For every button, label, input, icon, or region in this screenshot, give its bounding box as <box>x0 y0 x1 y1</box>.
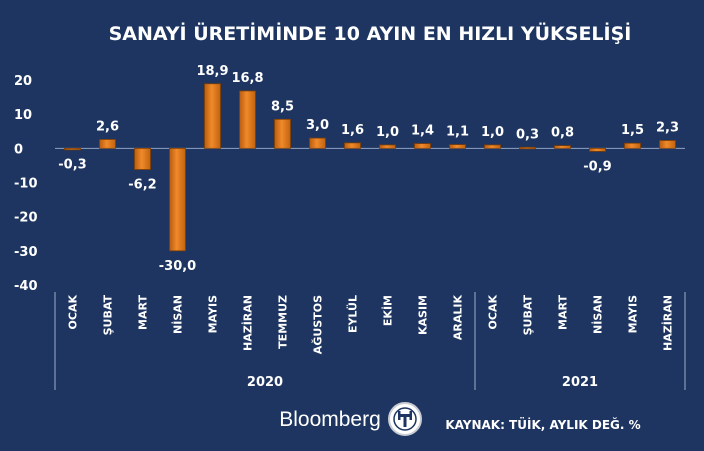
y-tick-label: -10 <box>14 177 38 192</box>
x-axis: OCAK ŞUBAT MART NİSAN MAYIS HAZİRAN TEMMUZ AĞUS… <box>67 295 675 355</box>
x-tick-label: NİSAN <box>171 295 185 334</box>
x-tick-label: EKİM <box>381 295 395 326</box>
y-tick-label: 20 <box>14 74 32 89</box>
data-label: -30,0 <box>159 259 196 274</box>
y-tick-label: 0 <box>14 142 23 157</box>
bar <box>554 145 571 149</box>
x-tick-label: KASIM <box>417 295 430 335</box>
bloomberg-logo: Bloomberg <box>279 408 381 431</box>
x-tick-label: ŞUBAT <box>102 295 115 336</box>
data-label: 1,0 <box>481 125 504 140</box>
x-tick-label: OCAK <box>487 295 500 330</box>
bar <box>519 146 536 150</box>
x-tick-label: MAYIS <box>627 295 640 333</box>
data-label: 1,5 <box>621 123 644 138</box>
data-label: -6,2 <box>128 178 156 193</box>
bar <box>134 147 151 170</box>
bar <box>99 139 116 149</box>
bar <box>64 147 81 151</box>
data-label: -0,9 <box>583 159 611 174</box>
bar <box>379 144 396 149</box>
bar <box>624 142 641 149</box>
data-label: 0,3 <box>516 127 539 142</box>
data-label: 1,1 <box>446 125 469 140</box>
x-tick-label: ARALIK <box>452 295 465 341</box>
ht-logo-icon <box>388 402 422 436</box>
data-label: 1,0 <box>376 125 399 140</box>
year-label: 2020 <box>247 375 283 390</box>
bar <box>449 144 466 149</box>
x-tick-label: TEMMUZ <box>277 295 290 349</box>
bar <box>169 147 186 252</box>
bar <box>589 147 606 152</box>
data-label: 0,8 <box>551 126 574 141</box>
data-label: 16,8 <box>231 71 263 86</box>
y-tick-label: -40 <box>14 279 38 294</box>
data-label: 2,6 <box>96 119 119 134</box>
source-note: KAYNAK: TÜİK, AYLIK DEĞ. % <box>445 417 640 432</box>
data-label: 2,3 <box>656 120 679 135</box>
data-labels: -0,3 2,6 -6,2 -30,0 18,9 16,8 8,5 3,0 1,6 1,0 1,4 1… <box>58 64 679 274</box>
x-tick-label: NİSAN <box>591 295 605 334</box>
bar <box>239 90 256 149</box>
chart-title: SANAYİ ÜRETİMİNDE 10 AYIN EN HIZLI YÜKSE… <box>109 21 632 45</box>
x-tick-label: MART <box>137 295 150 330</box>
bar <box>659 140 676 149</box>
footer: Bloomberg KAYNAK: TÜİK, AYLIK DEĞ. % <box>279 402 641 436</box>
y-tick-label: -20 <box>14 211 38 226</box>
bar <box>484 144 501 149</box>
bar <box>309 137 326 149</box>
year-groups: 2020 2021 <box>54 292 686 390</box>
x-tick-label: HAZİRAN <box>661 295 675 351</box>
year-label: 2021 <box>562 375 598 390</box>
data-label: 3,0 <box>306 118 329 133</box>
bars <box>64 83 676 252</box>
data-label: 8,5 <box>271 99 294 114</box>
y-tick-label: -30 <box>14 245 38 260</box>
x-tick-label: MART <box>557 295 570 330</box>
x-tick-label: OCAK <box>67 295 80 330</box>
y-axis: 20 10 0 -10 -20 -30 -40 <box>14 74 685 294</box>
x-tick-label: HAZİRAN <box>241 295 255 351</box>
bar <box>274 118 291 149</box>
y-tick-label: 10 <box>14 108 32 123</box>
data-label: 1,4 <box>411 124 434 139</box>
data-label: -0,3 <box>58 157 86 172</box>
x-tick-label: AĞUSTOS <box>312 295 325 354</box>
bar <box>204 83 221 149</box>
data-label: 18,9 <box>196 64 228 79</box>
x-tick-label: ŞUBAT <box>522 295 535 336</box>
bar <box>414 143 431 149</box>
x-tick-label: MAYIS <box>207 295 220 333</box>
data-label: 1,6 <box>341 123 364 138</box>
bar <box>344 142 361 149</box>
x-tick-label: EYLÜL <box>346 295 360 333</box>
